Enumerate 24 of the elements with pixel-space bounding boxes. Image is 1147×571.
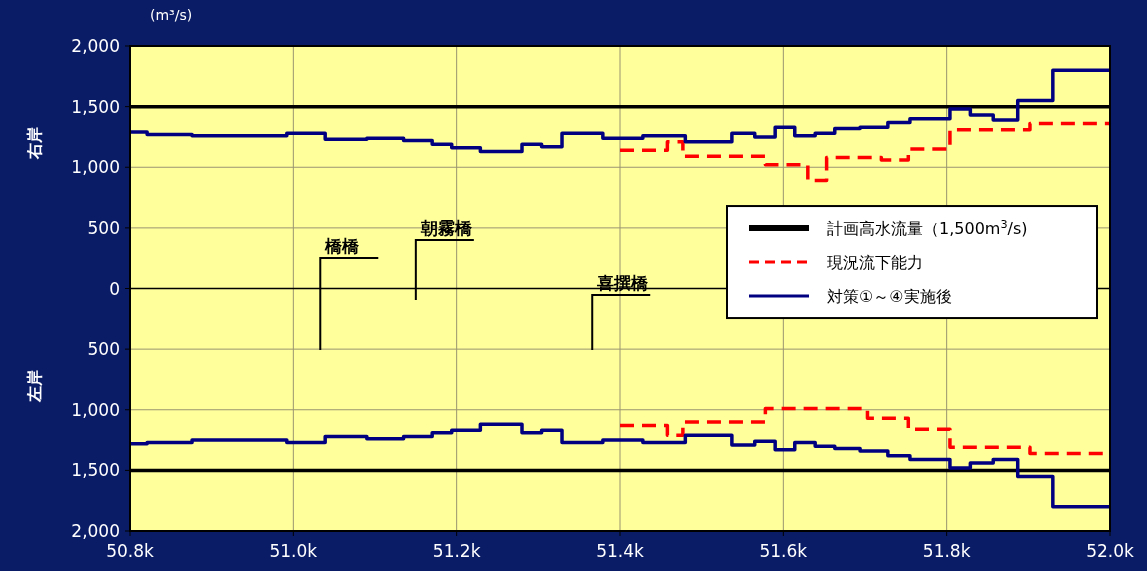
text: 左岸 xyxy=(25,369,44,403)
x-tick-label: 50.8k xyxy=(106,541,154,561)
ref-line-label: 橋橋 xyxy=(324,236,361,256)
y-axis-title: (m³/s) xyxy=(150,7,193,23)
y-tick-label: 500 xyxy=(87,339,120,360)
ref-line-label: 朝霧橋 xyxy=(419,218,473,238)
x-tick-label: 51.4k xyxy=(596,541,644,561)
x-tick-label: 51.8k xyxy=(922,541,971,561)
y-tick-label: 1,000 xyxy=(71,157,120,178)
legend-label: 現況流下能力 xyxy=(827,253,923,273)
y-tick-label: 1,000 xyxy=(71,399,120,420)
legend-label: 対策①～④実施後 xyxy=(827,287,952,307)
y-tick-label: 1,500 xyxy=(71,96,120,117)
y-tick-label: 2,000 xyxy=(71,521,120,541)
y-tick-label: 500 xyxy=(87,217,120,238)
x-tick-label: 51.0k xyxy=(269,541,318,561)
x-tick-label: 52.0k xyxy=(1086,541,1134,561)
text: 右岸 xyxy=(25,127,44,160)
x-tick-label: 51.6k xyxy=(759,541,808,561)
legend-label: 計画高水流量（1,500m$^{3}$/s) xyxy=(827,217,1028,239)
x-tick-label: 51.2k xyxy=(432,541,481,561)
y-tick-label: 2,000 xyxy=(71,36,120,56)
y-tick-label: 1,500 xyxy=(71,460,120,481)
y-tick-label: 0 xyxy=(109,278,120,299)
